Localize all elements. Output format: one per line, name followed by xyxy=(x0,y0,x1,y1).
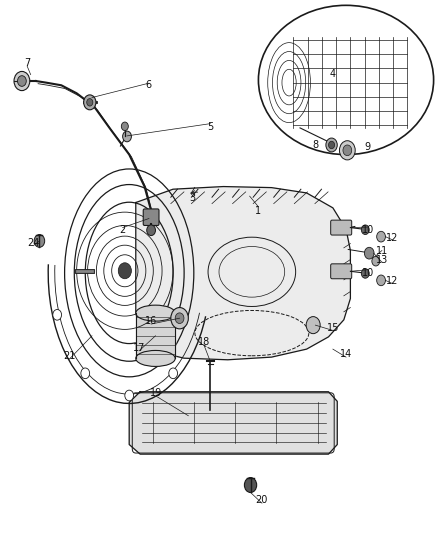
Circle shape xyxy=(361,225,369,235)
Circle shape xyxy=(364,247,374,259)
Circle shape xyxy=(377,275,385,286)
Text: 10: 10 xyxy=(362,268,374,278)
Circle shape xyxy=(87,99,93,106)
Text: 19: 19 xyxy=(150,388,162,398)
Circle shape xyxy=(244,478,257,492)
Text: 11: 11 xyxy=(376,246,388,255)
Text: 17: 17 xyxy=(133,343,145,352)
Circle shape xyxy=(123,131,131,142)
Circle shape xyxy=(84,95,96,110)
Circle shape xyxy=(169,368,177,378)
Circle shape xyxy=(81,368,90,378)
Text: 15: 15 xyxy=(327,323,339,333)
Text: 2: 2 xyxy=(120,225,126,235)
Circle shape xyxy=(125,390,134,401)
Text: 12: 12 xyxy=(386,233,399,243)
Ellipse shape xyxy=(136,305,175,321)
Circle shape xyxy=(147,225,155,236)
Text: 16: 16 xyxy=(145,316,157,326)
Polygon shape xyxy=(136,313,175,358)
Circle shape xyxy=(18,76,26,86)
Text: 20: 20 xyxy=(256,495,268,505)
Text: 1: 1 xyxy=(255,206,261,215)
Text: 4: 4 xyxy=(330,69,336,78)
Text: 5: 5 xyxy=(207,122,213,132)
Circle shape xyxy=(171,308,188,329)
Circle shape xyxy=(328,141,335,149)
Text: 14: 14 xyxy=(340,350,352,359)
FancyBboxPatch shape xyxy=(331,264,352,279)
Circle shape xyxy=(339,141,355,160)
Text: 9: 9 xyxy=(365,142,371,152)
Text: 3: 3 xyxy=(190,193,196,203)
Circle shape xyxy=(361,269,369,278)
Text: 21: 21 xyxy=(63,351,75,361)
Circle shape xyxy=(306,317,320,334)
Circle shape xyxy=(326,138,337,152)
Circle shape xyxy=(14,71,30,91)
Ellipse shape xyxy=(136,351,175,367)
Text: 8: 8 xyxy=(312,140,318,150)
FancyBboxPatch shape xyxy=(331,220,352,235)
Polygon shape xyxy=(136,187,350,360)
Text: 24: 24 xyxy=(27,238,39,247)
Circle shape xyxy=(118,263,131,279)
Text: 18: 18 xyxy=(198,337,210,347)
Circle shape xyxy=(34,235,45,247)
Text: 13: 13 xyxy=(376,255,388,265)
Polygon shape xyxy=(129,392,337,454)
Circle shape xyxy=(343,145,352,156)
Text: 6: 6 xyxy=(146,80,152,90)
Ellipse shape xyxy=(258,5,434,155)
Circle shape xyxy=(372,256,380,266)
Circle shape xyxy=(175,313,184,324)
Circle shape xyxy=(53,310,62,320)
Circle shape xyxy=(377,231,385,242)
Circle shape xyxy=(121,122,128,131)
Text: 12: 12 xyxy=(386,277,399,286)
Text: 7: 7 xyxy=(24,58,30,68)
FancyBboxPatch shape xyxy=(143,209,159,225)
Text: 10: 10 xyxy=(362,225,374,235)
